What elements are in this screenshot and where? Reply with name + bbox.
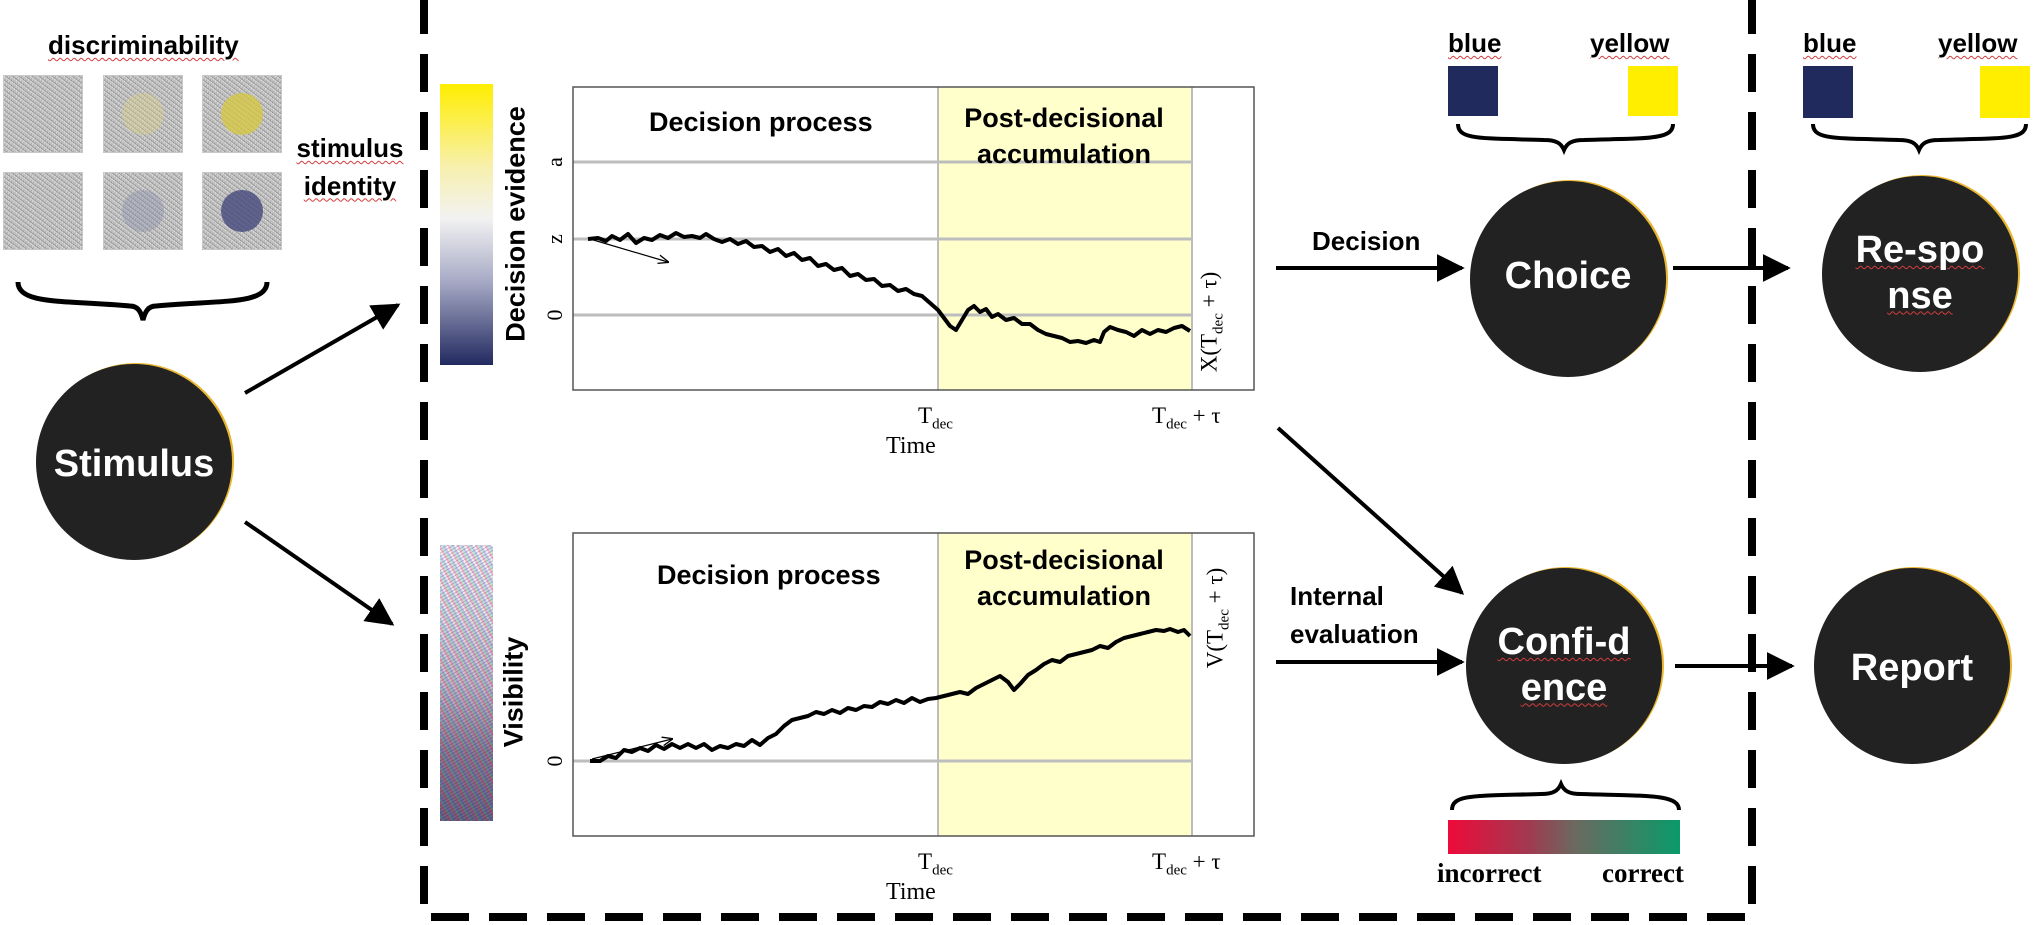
response-brace — [1811, 123, 2028, 156]
bottom-xtick-tdec: Tdec — [918, 849, 953, 879]
confidence-color-scale — [1448, 820, 1680, 854]
top-xtick-tdec: Tdec — [918, 403, 953, 433]
response-node — [1822, 176, 2018, 372]
bottom-region-decision: Decision process — [657, 560, 881, 590]
top-drift-arrow — [589, 238, 668, 262]
report-node-label: Report — [1850, 647, 1974, 689]
bottom-xlabel: Time — [886, 879, 936, 905]
bottom-plot-frame — [572, 532, 1255, 837]
top-region-decision: Decision process — [649, 107, 873, 137]
arrow-stimulus-to-evidence — [244, 303, 401, 395]
bottom-xtick-tend: Tdec + τ — [1152, 849, 1221, 879]
stimulus-disc — [122, 93, 164, 135]
stimulus-identity-label: stimulus identity — [296, 133, 404, 201]
choice-yellow-swatch — [1628, 66, 1678, 116]
stimulus-patch-4 — [3, 172, 83, 250]
choice-node — [1470, 181, 1666, 377]
visibility-colorbar — [440, 545, 493, 821]
decision-arrow-label: Decision — [1312, 226, 1421, 256]
stimulus-patch-1 — [3, 75, 83, 153]
response-blue-swatch — [1803, 66, 1853, 118]
stimulus-patch-5 — [103, 172, 183, 250]
response-node-label: Re-sponse — [1855, 229, 1985, 317]
discriminability-label: discriminability — [48, 30, 239, 60]
report-node — [1814, 568, 2010, 764]
top-axis-label: Decision evidence — [500, 106, 531, 342]
stimulus-patch-3 — [202, 75, 282, 153]
bottom-visibility-trace — [590, 627, 1192, 763]
top-end-label: X(Tdec + τ) — [1196, 271, 1227, 373]
response-option-blue-label: blue — [1803, 28, 1857, 58]
stimulus-node — [36, 364, 232, 560]
response-yellow-swatch — [1980, 66, 2030, 118]
choice-blue-swatch — [1448, 66, 1498, 116]
confidence-correct-label: correct — [1602, 858, 1684, 888]
stimulus-brace — [15, 281, 270, 321]
choice-node-label: Choice — [1504, 255, 1632, 297]
confidence-node-label: Confi-dence — [1497, 621, 1631, 709]
stimulus-node-label: Stimulus — [53, 443, 215, 485]
top-evidence-trace — [587, 231, 1192, 345]
confidence-node — [1466, 568, 1662, 764]
bottom-tick-0: 0 — [542, 755, 567, 767]
choice-brace — [1456, 123, 1675, 156]
stimulus-disc — [221, 190, 263, 232]
decision-evidence-colorbar — [440, 84, 493, 365]
bottom-region-post: Post-decisional accumulation — [964, 545, 1164, 612]
top-xlabel: Time — [886, 433, 936, 459]
response-option-yellow-label: yellow — [1938, 28, 2018, 58]
bottom-end-label: V(Tdec + τ) — [1202, 567, 1233, 669]
top-tick-z: z — [542, 234, 567, 244]
top-tick-0: 0 — [542, 309, 567, 321]
dashed-frame — [420, 0, 1756, 921]
top-xtick-tend: Tdec + τ — [1152, 403, 1221, 433]
confidence-incorrect-label: incorrect — [1437, 858, 1542, 888]
bottom-axis-label: Visibility — [498, 636, 529, 748]
stimulus-patch-6 — [202, 172, 282, 250]
confidence-brace — [1450, 778, 1681, 811]
stimulus-disc — [122, 190, 164, 232]
bottom-drift-arrow — [591, 739, 672, 760]
arrow-stimulus-to-visibility — [243, 520, 395, 626]
stimulus-patch-2 — [103, 75, 183, 153]
internal-evaluation-label: Internal evaluation — [1290, 581, 1419, 649]
top-region-post: Post-decisional accumulation — [964, 103, 1164, 170]
top-tick-a: a — [542, 157, 567, 167]
choice-option-blue-label: blue — [1448, 28, 1502, 58]
choice-option-yellow-label: yellow — [1590, 28, 1670, 58]
stimulus-disc — [221, 93, 263, 135]
arrow-to-confidence — [1276, 426, 1465, 595]
top-plot-frame — [572, 86, 1255, 391]
